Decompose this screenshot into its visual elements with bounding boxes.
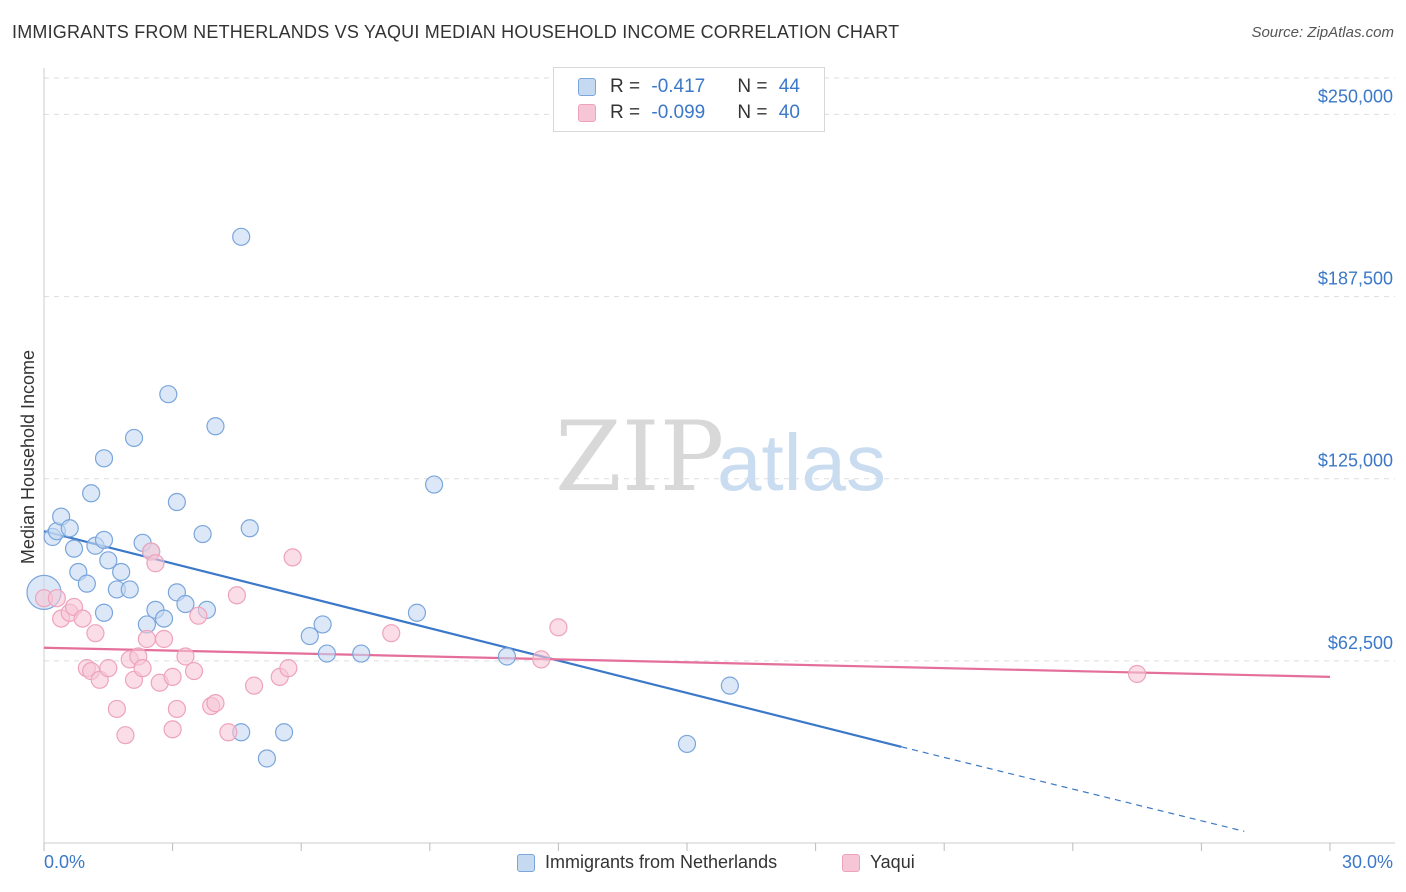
y-tick-labels: $62,500 $125,000 $187,500 $250,000 [1318, 86, 1393, 652]
chart-title: IMMIGRANTS FROM NETHERLANDS VS YAQUI MED… [12, 22, 900, 42]
watermark-atlas: atlas [717, 418, 886, 507]
point-yaqui [176, 647, 195, 666]
point-yaqui [382, 624, 401, 643]
point-yaqui [107, 699, 126, 719]
point-netherlands [60, 519, 79, 538]
point-yaqui [163, 720, 182, 739]
legend-row-netherlands: R = -0.417 N = 44 [578, 75, 800, 99]
legend-r-label: R = [610, 76, 646, 97]
point-netherlands [677, 734, 697, 754]
point-yaqui [116, 726, 135, 745]
legend-swatch-pink [842, 853, 860, 872]
point-netherlands [94, 449, 114, 468]
point-netherlands [206, 417, 225, 436]
y-tick-label: $125,000 [1318, 451, 1393, 471]
legend-item-netherlands: Immigrants from Netherlands [517, 852, 777, 873]
y-tick-label: $62,500 [1328, 633, 1393, 653]
legend-swatch-blue [578, 78, 596, 96]
point-netherlands [240, 519, 259, 538]
source-note: Source: ZipAtlas.com [1251, 24, 1394, 41]
point-netherlands [352, 644, 371, 663]
legend-n-value: 40 [778, 102, 800, 123]
y-tick-label: $250,000 [1318, 86, 1393, 106]
legend-n-label: N = [737, 76, 773, 97]
point-netherlands [300, 626, 319, 646]
point-yaqui [163, 667, 182, 686]
point-netherlands [257, 749, 277, 768]
grid-lines [44, 77, 1395, 662]
trendlines [43, 530, 1331, 832]
point-yaqui [47, 589, 66, 608]
series-legend: Immigrants from Netherlands Yaqui [0, 852, 1406, 878]
point-netherlands [99, 551, 118, 570]
point-netherlands [94, 603, 114, 622]
point-netherlands [159, 385, 178, 404]
point-yaqui [73, 609, 92, 628]
legend-row-yaqui: R = -0.099 N = 40 [578, 101, 800, 125]
point-yaqui [279, 659, 298, 678]
point-yaqui [154, 629, 174, 649]
legend-n-value: 44 [778, 76, 800, 97]
point-yaqui [244, 676, 264, 695]
legend-r-label: R = [610, 102, 646, 123]
point-yaqui [189, 606, 208, 625]
point-yaqui [283, 548, 302, 567]
point-netherlands [274, 723, 294, 742]
point-netherlands [193, 524, 212, 544]
point-yaqui [133, 659, 152, 678]
legend-swatch-pink [578, 104, 596, 122]
watermark-zip: ZIP [555, 401, 724, 513]
point-yaqui [146, 554, 165, 573]
point-yaqui [86, 624, 105, 643]
y-axis-label: Median Household Income [18, 350, 38, 564]
point-netherlands [497, 647, 517, 666]
axes [43, 68, 1395, 851]
data-points [26, 227, 1147, 768]
point-yaqui [227, 586, 246, 605]
point-netherlands [424, 475, 444, 494]
point-netherlands [64, 539, 84, 558]
point-yaqui [532, 650, 551, 669]
watermark: ZIP atlas [555, 401, 886, 513]
point-netherlands [154, 609, 174, 628]
point-yaqui [206, 694, 225, 713]
point-yaqui [219, 723, 238, 742]
legend-swatch-blue [517, 853, 535, 872]
point-netherlands [167, 492, 186, 512]
point-netherlands [77, 574, 96, 593]
point-yaqui [167, 699, 186, 719]
point-yaqui [549, 618, 568, 637]
point-netherlands [120, 580, 139, 599]
point-yaqui [99, 659, 118, 678]
x-tick-label-min: 0.0% [44, 852, 86, 872]
point-netherlands [176, 594, 195, 614]
trendline-extension [901, 746, 1245, 832]
x-tick-label-max: 30.0% [1341, 852, 1393, 872]
point-netherlands [82, 484, 101, 503]
point-netherlands [407, 603, 427, 622]
point-netherlands [317, 644, 337, 663]
legend-r-value: -0.417 [651, 76, 706, 97]
point-netherlands [313, 615, 332, 634]
legend-label-yaqui: Yaqui [870, 852, 915, 872]
point-netherlands [232, 227, 251, 246]
legend-label-netherlands: Immigrants from Netherlands [545, 852, 778, 872]
trendline [43, 646, 1331, 678]
point-netherlands [124, 428, 144, 448]
legend-n-label: N = [737, 102, 773, 123]
point-netherlands [720, 676, 739, 695]
point-netherlands [94, 530, 114, 550]
point-netherlands [112, 562, 131, 582]
trendline [43, 530, 902, 748]
correlation-legend: R = -0.417 N = 44 R = -0.099 N = 40 [553, 67, 825, 132]
legend-item-yaqui: Yaqui [842, 852, 915, 873]
legend-r-value: -0.099 [651, 102, 706, 123]
point-yaqui [1127, 664, 1147, 684]
point-yaqui [184, 661, 204, 681]
point-yaqui [137, 629, 156, 649]
y-tick-label: $187,500 [1318, 269, 1393, 289]
